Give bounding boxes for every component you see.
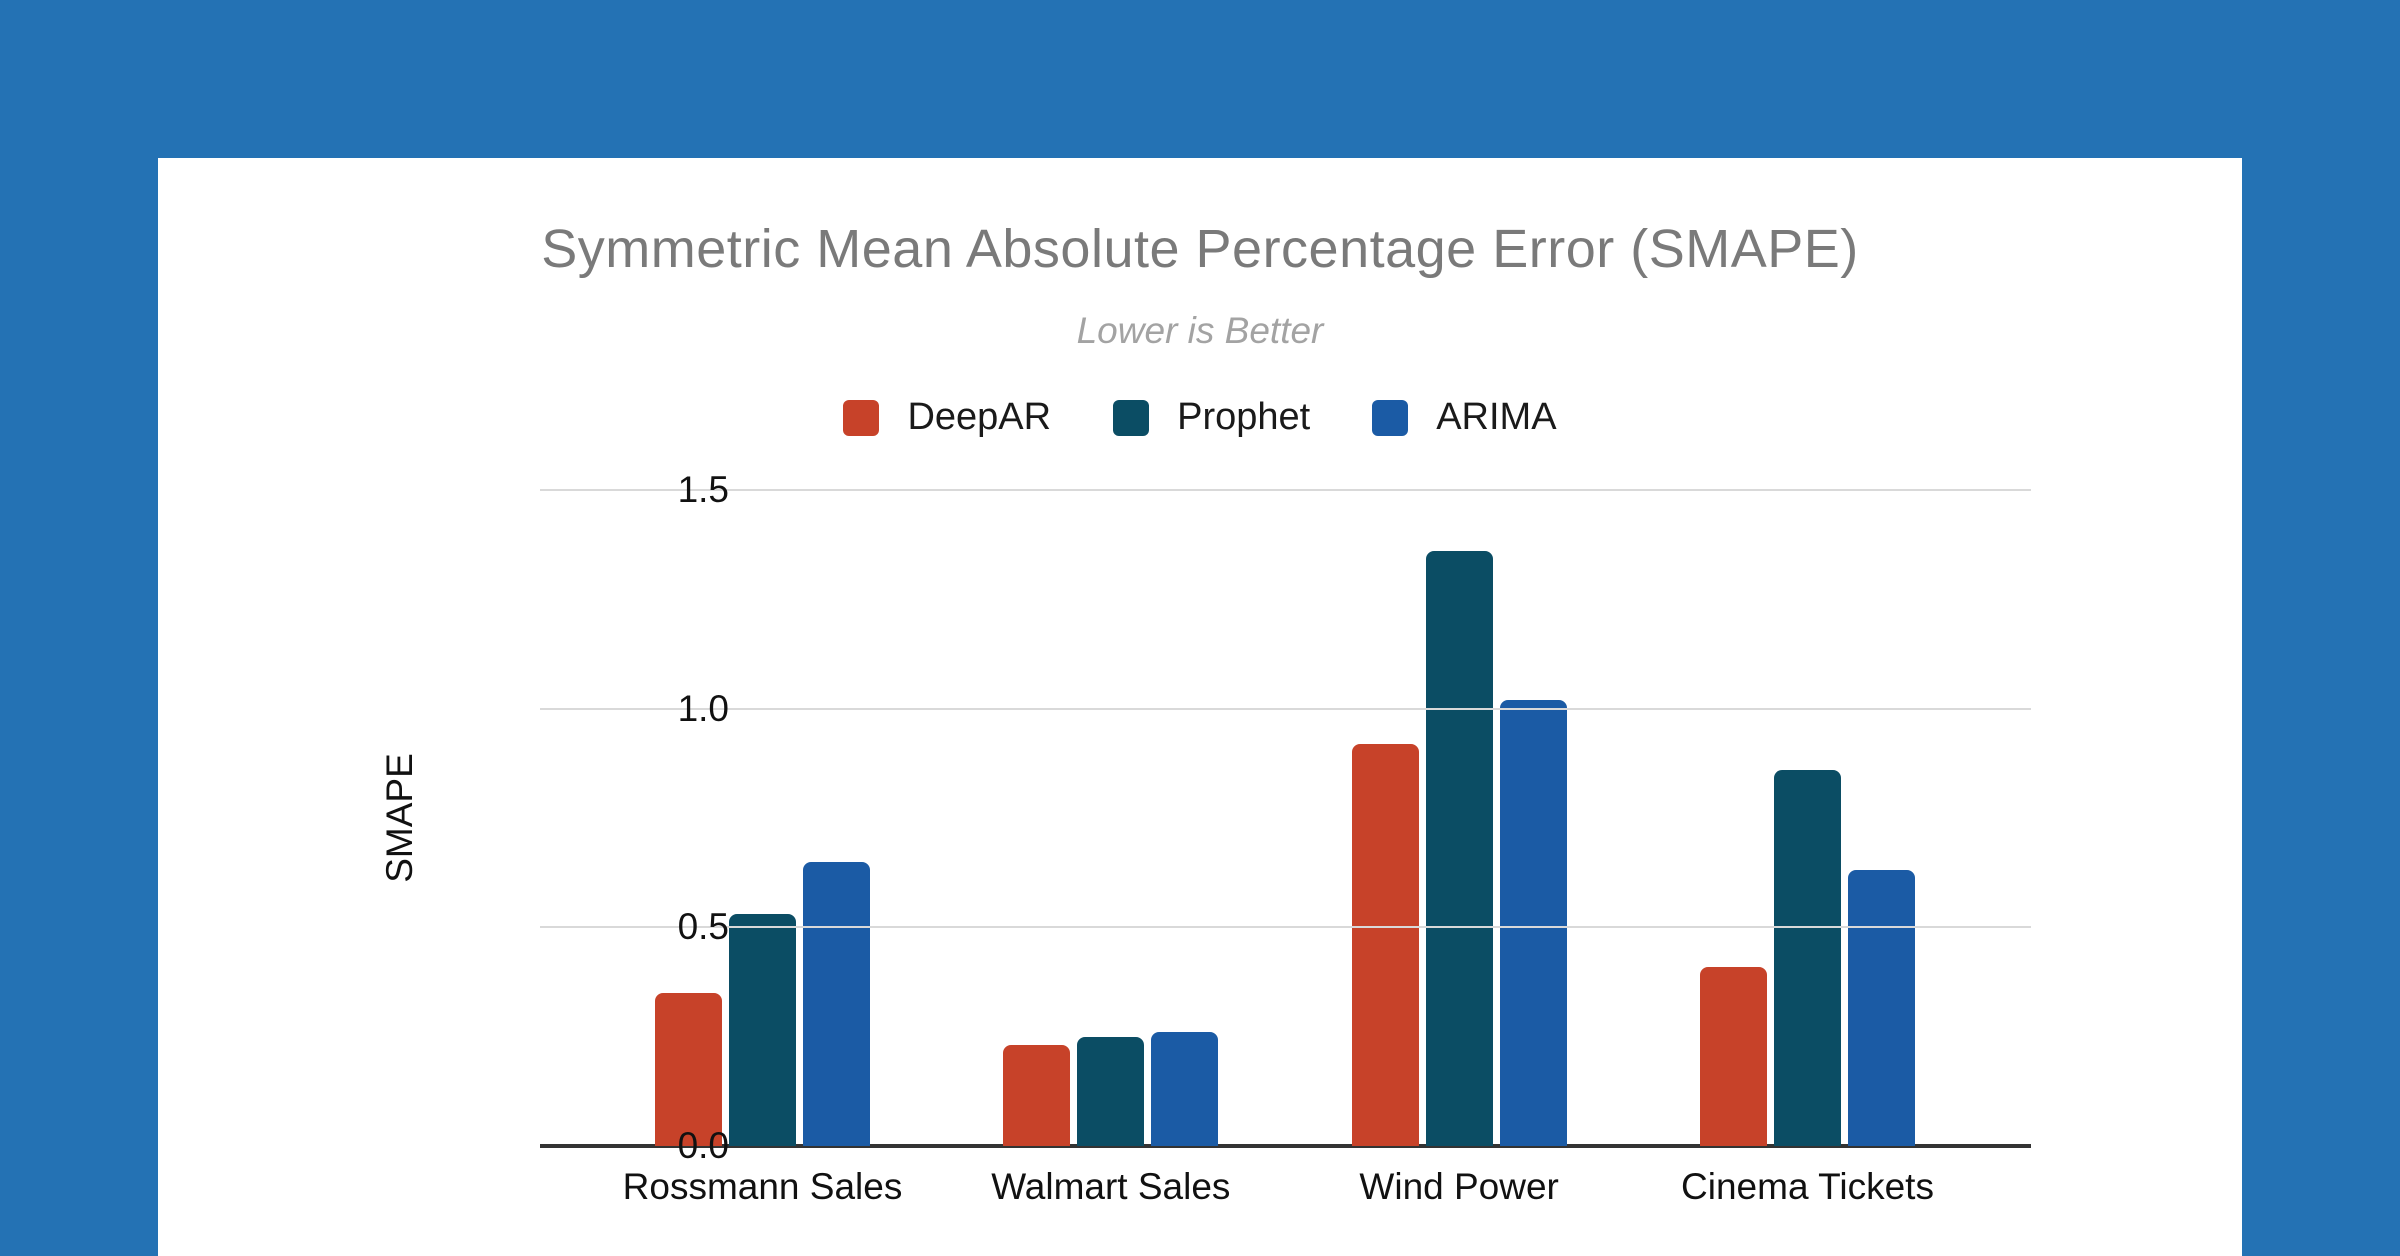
bar-arima-walmart-sales[interactable] [1151, 1032, 1219, 1146]
bar-prophet-rossmann-sales[interactable] [729, 914, 796, 1146]
legend-swatch-icon [843, 399, 880, 436]
bar-prophet-wind-power[interactable] [1425, 551, 1493, 1146]
bar-deepar-cinema-tickets[interactable] [1699, 967, 1767, 1146]
bar-deepar-rossmann-sales[interactable] [655, 993, 722, 1146]
bar-arima-wind-power[interactable] [1499, 700, 1567, 1146]
legend-item[interactable]: ARIMA [1372, 396, 1557, 439]
bar-prophet-walmart-sales[interactable] [1077, 1037, 1145, 1146]
plot-area [540, 489, 2031, 1148]
bar-group [1003, 490, 1219, 1146]
chart-title: Symmetric Mean Absolute Percentage Error… [541, 219, 1859, 279]
x-axis-line [540, 1144, 2031, 1148]
bar-arima-rossmann-sales[interactable] [803, 862, 870, 1146]
legend-label: DeepAR [907, 396, 1052, 438]
y-tick-label: 1.0 [677, 687, 729, 729]
bar-arima-cinema-tickets[interactable] [1847, 870, 1915, 1146]
y-tick-label: 0.0 [677, 1125, 729, 1166]
bar-group [655, 490, 870, 1146]
bar-deepar-wind-power[interactable] [1351, 744, 1419, 1146]
bar-prophet-cinema-tickets[interactable] [1773, 770, 1841, 1146]
y-tick-label: 1.5 [677, 469, 729, 510]
y-tick-label: 0.5 [677, 906, 729, 948]
legend-swatch-icon [1372, 399, 1409, 436]
legend-item[interactable]: DeepAR [843, 396, 1051, 439]
legend-label: Prophet [1177, 396, 1311, 438]
x-axis-labels: Rossmann Sales Walmart Sales Wind Power Cin… [540, 1166, 2031, 1208]
gridline [540, 926, 2031, 929]
x-category-label: Cinema Tickets [1681, 1166, 1934, 1207]
gridline [540, 489, 2031, 491]
x-category-label: Rossmann Sales [622, 1166, 903, 1207]
legend-swatch-icon [1113, 399, 1150, 436]
x-category-label: Walmart Sales [991, 1166, 1231, 1207]
legend-label: ARIMA [1436, 396, 1557, 438]
chart-subtitle: Lower is Better [1076, 310, 1324, 351]
chart-card: Symmetric Mean Absolute Percentage Error… [158, 158, 2242, 1256]
bar-group [1699, 490, 1915, 1146]
legend-item[interactable]: Prophet [1113, 396, 1310, 439]
chart-legend: DeepAR Prophet ARIMA [158, 396, 2242, 439]
gridline [540, 707, 2031, 710]
x-category-label: Wind Power [1359, 1166, 1559, 1207]
bars-row [540, 490, 2031, 1146]
y-axis-title: SMAPE [379, 753, 420, 883]
bar-deepar-walmart-sales[interactable] [1003, 1045, 1071, 1146]
bar-group [1351, 490, 1567, 1146]
